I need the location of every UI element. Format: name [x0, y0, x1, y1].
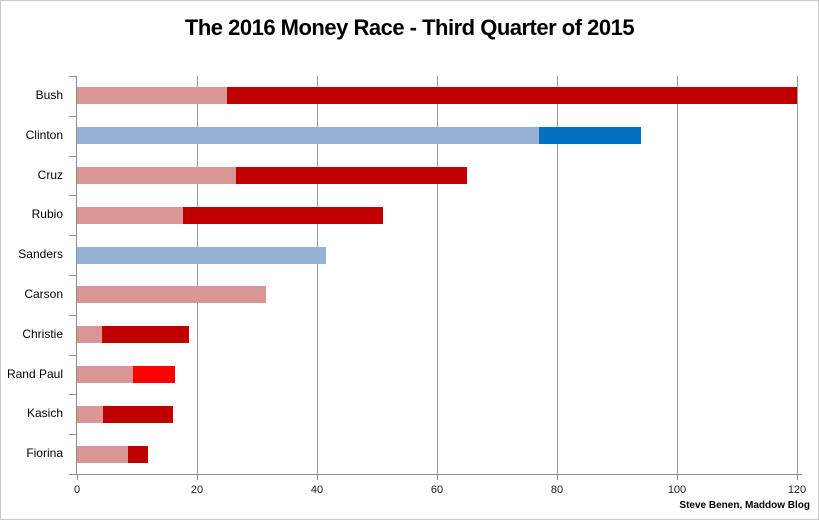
bar-segment-cruz [236, 167, 467, 184]
y-axis-tick [69, 195, 76, 197]
y-axis-tick [69, 354, 76, 356]
x-tick-label-100: 100 [667, 484, 687, 496]
gridline-x-100 [677, 76, 678, 474]
bar-segment-bush [227, 87, 797, 105]
category-label-bush: Bush [35, 88, 63, 102]
x-tick-label-40: 40 [310, 484, 324, 496]
bar-segment-rubio [77, 206, 184, 224]
source-caption: Steve Benen, Maddow Blog [679, 500, 810, 511]
bar-segment-christie [102, 326, 189, 344]
bar-segment-sanders [77, 246, 326, 264]
x-axis-tick [677, 474, 678, 480]
category-label-rand-paul: Rand Paul [6, 366, 63, 381]
x-tick-label-60: 60 [430, 484, 444, 496]
category-label-carson: Carson [24, 287, 63, 301]
y-axis-line [76, 76, 77, 474]
bar-segment-kasich [77, 405, 104, 423]
x-tick-label-80: 80 [550, 484, 564, 496]
x-axis-tick [437, 474, 438, 480]
x-axis-tick [557, 474, 558, 480]
category-label-sanders: Sanders [18, 247, 63, 262]
x-tick-label-0: 0 [73, 484, 81, 496]
category-label-kasich: Kasich [26, 406, 63, 421]
y-axis-tick [69, 474, 76, 475]
gridline-x-120 [797, 76, 798, 474]
category-label-cruz: Cruz [37, 167, 63, 182]
chart-title: The 2016 Money Race - Third Quarter of 2… [184, 15, 635, 40]
bar-segment-rand-paul [133, 366, 176, 383]
x-axis-tick [77, 474, 78, 480]
bar-segment-fiorina [128, 445, 149, 463]
y-axis-tick [69, 434, 76, 436]
y-axis-tick [69, 235, 76, 237]
y-axis-tick [69, 275, 76, 276]
gridline-x-40 [317, 76, 318, 474]
gridline-x-60 [437, 76, 438, 474]
y-axis-tick [69, 115, 76, 117]
y-axis-tick [69, 76, 76, 77]
bar-segment-christie [77, 326, 103, 344]
y-axis-tick [69, 155, 76, 157]
bar-segment-clinton [539, 127, 641, 145]
y-axis-tick [69, 314, 76, 316]
bar-segment-kasich [103, 405, 173, 423]
x-tick-label-20: 20 [190, 484, 204, 496]
bar-segment-bush [77, 87, 227, 105]
bar-segment-cruz [77, 167, 236, 184]
category-label-clinton: Clinton [25, 127, 63, 142]
category-label-rubio: Rubio [31, 207, 63, 222]
category-label-christie: Christie [22, 326, 63, 341]
x-tick-label-120: 120 [787, 484, 807, 496]
bar-segment-rubio [183, 206, 383, 224]
x-axis-line [76, 474, 802, 475]
x-axis-tick [797, 474, 798, 480]
bar-segment-rand-paul [77, 366, 134, 383]
bar-segment-fiorina [77, 445, 128, 463]
x-axis-tick [317, 474, 318, 480]
bar-segment-clinton [77, 127, 539, 145]
x-axis-tick [197, 474, 198, 480]
gridline-x-80 [557, 76, 558, 474]
gridline-x-20 [197, 76, 198, 474]
bar-segment-carson [77, 286, 266, 304]
category-label-fiorina: Fiorina [26, 446, 63, 461]
y-axis-tick [69, 394, 76, 396]
